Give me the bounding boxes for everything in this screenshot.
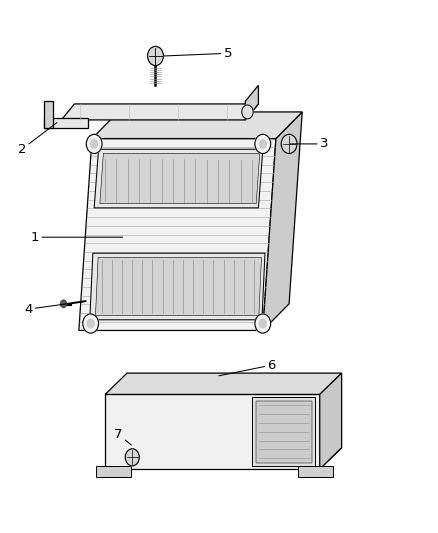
Circle shape: [86, 134, 102, 154]
Text: 6: 6: [219, 359, 276, 376]
Circle shape: [259, 319, 266, 328]
Polygon shape: [252, 397, 315, 466]
Text: 1: 1: [31, 231, 123, 244]
Polygon shape: [79, 139, 276, 330]
Polygon shape: [105, 448, 342, 469]
Circle shape: [125, 449, 139, 466]
Polygon shape: [245, 85, 258, 120]
Circle shape: [259, 140, 266, 148]
Polygon shape: [256, 401, 312, 463]
Circle shape: [83, 314, 99, 333]
Circle shape: [255, 314, 271, 333]
Polygon shape: [320, 373, 342, 469]
Text: 3: 3: [290, 138, 328, 150]
Polygon shape: [96, 466, 131, 477]
Polygon shape: [90, 253, 265, 320]
Polygon shape: [263, 112, 302, 330]
Polygon shape: [44, 101, 53, 128]
Polygon shape: [105, 394, 320, 469]
Polygon shape: [61, 104, 258, 120]
Polygon shape: [92, 112, 302, 139]
Text: 5: 5: [164, 47, 232, 60]
Circle shape: [255, 134, 271, 154]
Polygon shape: [44, 118, 88, 128]
Circle shape: [242, 105, 253, 119]
Circle shape: [148, 46, 163, 66]
Text: 7: 7: [114, 428, 131, 445]
Polygon shape: [94, 149, 263, 208]
Polygon shape: [298, 466, 333, 477]
Circle shape: [60, 300, 67, 308]
Circle shape: [91, 140, 98, 148]
Text: 2: 2: [18, 123, 57, 156]
Circle shape: [281, 134, 297, 154]
Circle shape: [87, 319, 94, 328]
Polygon shape: [105, 373, 342, 394]
Text: 4: 4: [24, 303, 67, 316]
Polygon shape: [95, 257, 261, 316]
Polygon shape: [100, 154, 260, 204]
